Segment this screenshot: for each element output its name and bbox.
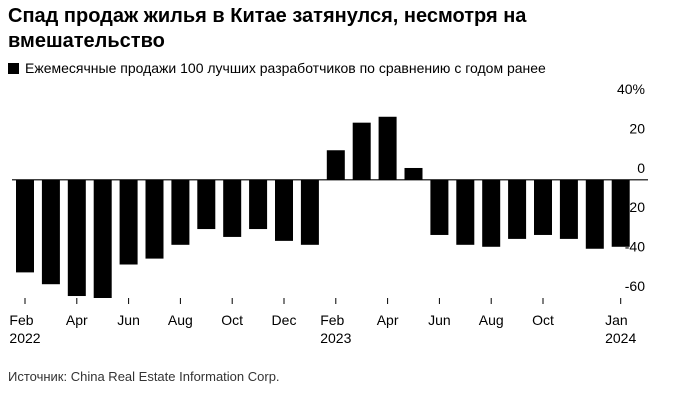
bar — [482, 179, 501, 247]
bar — [249, 179, 268, 230]
legend: Ежемесячные продажи 100 лучших разработч… — [8, 60, 546, 76]
bar — [534, 179, 552, 235]
y-tick-label: -40 — [625, 239, 645, 255]
bar — [16, 179, 34, 273]
x-tick-label: Aug — [167, 312, 193, 328]
bar — [145, 179, 164, 259]
bar — [585, 179, 604, 249]
bar — [378, 116, 397, 180]
bar — [119, 179, 138, 265]
bar — [93, 179, 112, 298]
x-tick-label: Feb 2022 — [9, 312, 41, 346]
bar — [275, 179, 293, 241]
legend-swatch — [8, 62, 19, 74]
y-tick-label: -60 — [625, 278, 645, 294]
x-tick-label: Oct — [221, 312, 244, 328]
bar — [456, 179, 475, 245]
bar — [41, 179, 60, 285]
source: Источник: China Real Estate Information … — [8, 369, 280, 384]
x-tick-label: Jan 2024 — [605, 312, 637, 346]
bar — [611, 179, 630, 247]
bar — [326, 150, 345, 180]
x-tick-label: Oct — [532, 312, 554, 328]
x-tick-label: Feb 2023 — [320, 312, 352, 346]
bar — [404, 167, 423, 180]
x-tick-label: Jun — [428, 312, 451, 328]
y-tick-label: 0 — [637, 160, 645, 176]
legend-label: Ежемесячные продажи 100 лучших разработч… — [25, 60, 546, 76]
y-tick-label: 20 — [629, 120, 645, 136]
bar — [67, 179, 86, 297]
bar — [559, 179, 578, 239]
bar — [197, 179, 216, 230]
x-tick-label: Apr — [65, 312, 88, 328]
chart-title: Спад продаж жилья в Китае затянулся, нес… — [8, 5, 527, 52]
y-tick-label: 40% — [617, 81, 645, 97]
x-tick-label: Jun — [117, 312, 140, 328]
bar — [352, 122, 371, 180]
y-tick-label: -20 — [625, 199, 645, 215]
bar — [300, 179, 319, 245]
bar — [223, 179, 242, 237]
x-tick-label: Apr — [376, 312, 399, 328]
bar — [171, 179, 190, 245]
x-tick-label: Dec — [271, 312, 297, 328]
bar — [508, 179, 527, 239]
bar — [430, 179, 449, 235]
x-tick-label: Aug — [478, 312, 504, 328]
